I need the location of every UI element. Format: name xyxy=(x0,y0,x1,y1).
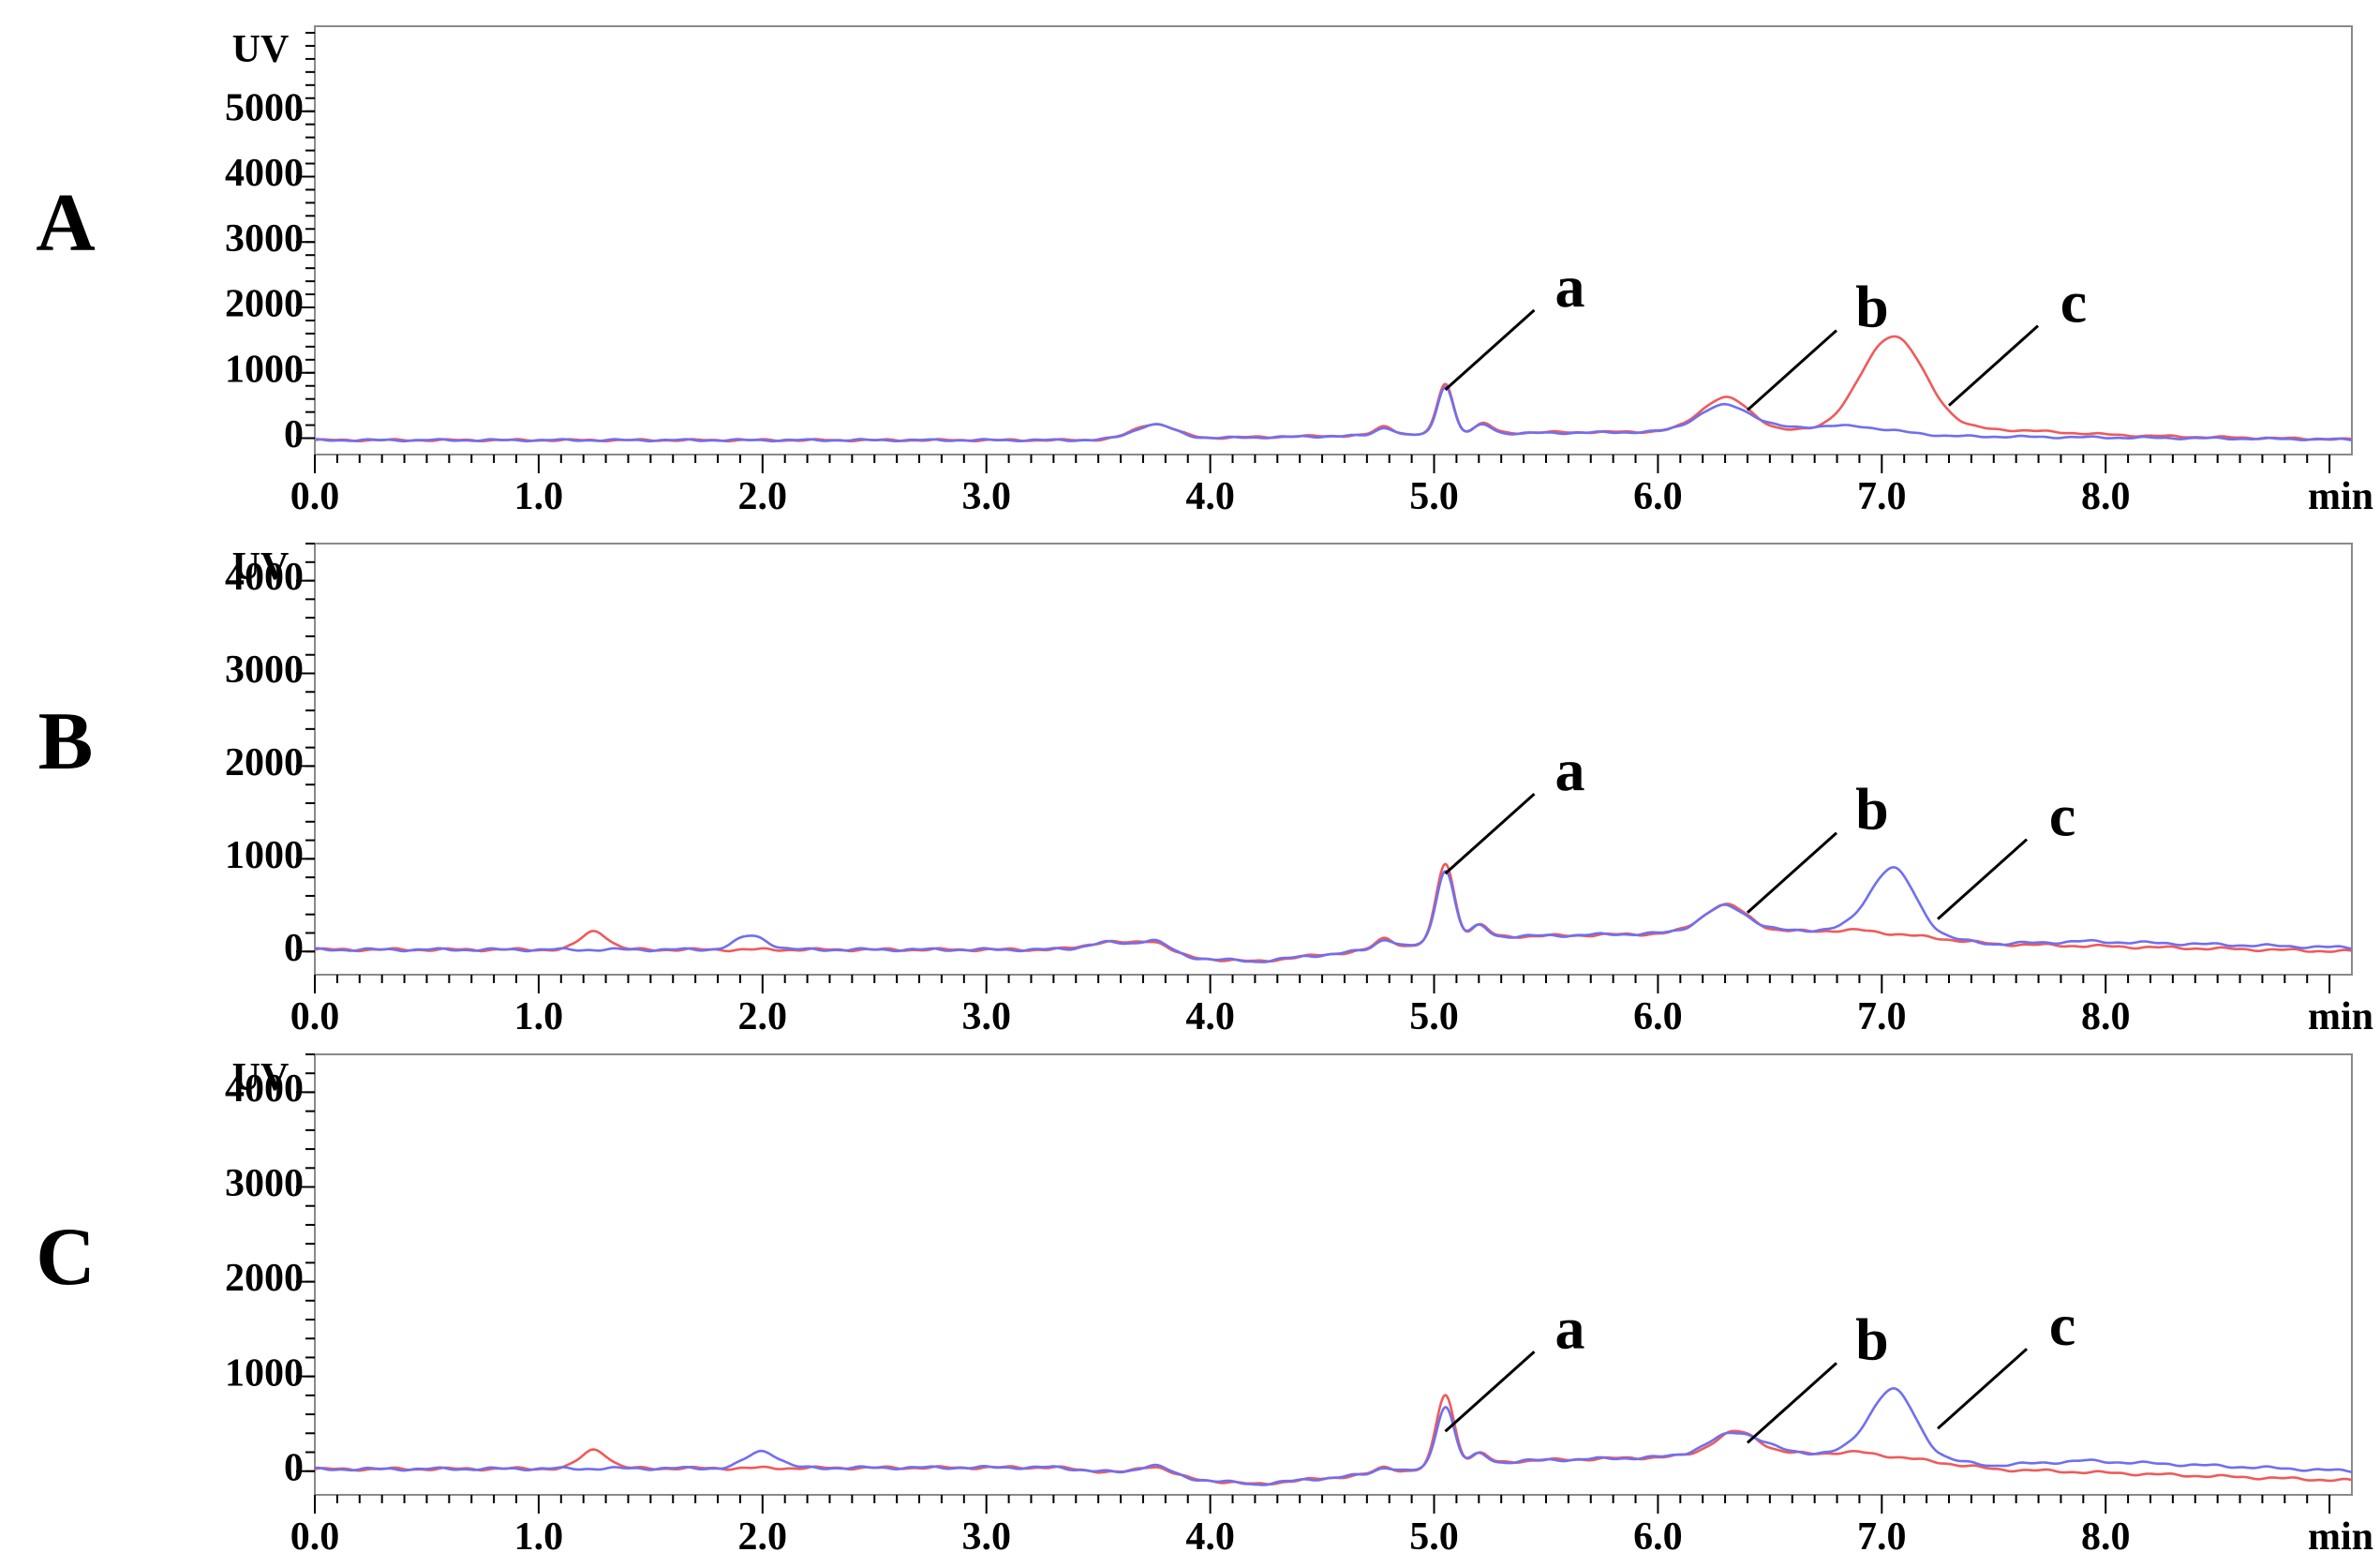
peak-label-c: c xyxy=(2049,783,2075,849)
y-axis-label: UV xyxy=(232,545,290,589)
x-tick-label: 6.0 xyxy=(1633,1515,1683,1559)
chart-panels: A UV 0 1000 2000 3000 4000 5000 0.0 1.0 2.0 3.0 4.0 5… xyxy=(36,25,2373,1559)
peak-label-b: b xyxy=(1855,776,1889,843)
y-tick-label: 1000 xyxy=(225,348,304,391)
y-tick-label: 3000 xyxy=(225,217,304,261)
peak-leader-line xyxy=(1746,1362,1837,1444)
peak-leader-line xyxy=(1947,324,2039,407)
y-tick-label: 4000 xyxy=(225,556,304,599)
x-axis-label: min xyxy=(2308,475,2373,518)
chromatogram-trace-1 xyxy=(314,862,2353,963)
y-tick-label: 2000 xyxy=(225,283,304,326)
x-tick-label: 1.0 xyxy=(514,1515,564,1559)
y-tick-label: 1000 xyxy=(225,1351,304,1395)
x-tick-label: 6.0 xyxy=(1633,995,1683,1038)
panel-b: B UV 0 1000 2000 3000 4000 0.0 1.0 2.0 3.0 4.0 5.0 6.… xyxy=(38,543,2373,1038)
chromatogram-trace-1 xyxy=(314,1394,2353,1486)
x-axis-label: min xyxy=(2308,995,2373,1038)
y-tick-label: 0 xyxy=(284,927,304,970)
x-tick-label: 4.0 xyxy=(1185,995,1235,1038)
peak-leader-line xyxy=(1937,1348,2029,1430)
x-tick-label: 7.0 xyxy=(1857,995,1907,1038)
x-tick-label: 7.0 xyxy=(1857,475,1907,518)
peak-leader-line xyxy=(1444,793,1536,875)
y-axis-label: UV xyxy=(232,28,290,71)
panel-label: B xyxy=(38,696,94,787)
y-tick-label: 2000 xyxy=(225,741,304,784)
panel-a: A UV 0 1000 2000 3000 4000 5000 0.0 1.0 2.0 3.0 4.0 5… xyxy=(36,25,2373,518)
chromatogram-trace-2 xyxy=(314,385,2353,443)
peak-label-a: a xyxy=(1554,253,1584,320)
chromatogram-trace-2 xyxy=(314,866,2353,963)
x-tick-label: 2.0 xyxy=(738,1515,788,1559)
x-tick-label: 0.0 xyxy=(290,995,340,1038)
x-tick-label: 8.0 xyxy=(2081,475,2131,518)
x-tick-label: 3.0 xyxy=(961,475,1011,518)
peak-label-a: a xyxy=(1554,1294,1584,1361)
x-tick-label: 6.0 xyxy=(1633,475,1683,518)
plot-frame xyxy=(314,1053,2353,1496)
peak-label-b: b xyxy=(1855,1306,1889,1372)
x-tick-label: 3.0 xyxy=(961,995,1011,1038)
y-axis-label: UV xyxy=(232,1056,290,1099)
x-tick-label: 1.0 xyxy=(514,995,564,1038)
panel-c: C UV 0 1000 2000 3000 4000 0.0 1.0 2.0 3.0 4.0 5.0 6.… xyxy=(36,1053,2373,1559)
y-tick-label: 4000 xyxy=(225,1067,304,1111)
peak-leader-line xyxy=(1746,831,1837,914)
y-tick-label: 1000 xyxy=(225,834,304,877)
y-tick-label: 0 xyxy=(284,1446,304,1489)
peak-leader-line xyxy=(1937,838,2029,920)
x-tick-label: 4.0 xyxy=(1185,1515,1235,1559)
x-tick-label: 4.0 xyxy=(1185,475,1235,518)
x-tick-label: 0.0 xyxy=(290,475,340,518)
x-tick-label: 5.0 xyxy=(1409,475,1459,518)
panel-label: C xyxy=(36,1212,96,1303)
peak-label-b: b xyxy=(1855,274,1889,340)
x-tick-label: 3.0 xyxy=(961,1515,1011,1559)
x-axis-label: min xyxy=(2308,1515,2373,1559)
chromatogram-trace-2 xyxy=(314,1387,2353,1486)
x-tick-label: 2.0 xyxy=(738,475,788,518)
x-tick-label: 7.0 xyxy=(1857,1515,1907,1559)
y-tick-label: 3000 xyxy=(225,649,304,692)
x-tick-label: 2.0 xyxy=(738,995,788,1038)
y-tick-label: 5000 xyxy=(225,86,304,129)
plot-frame xyxy=(314,25,2353,455)
plot-frame xyxy=(314,543,2353,976)
peak-label-c: c xyxy=(2049,1291,2075,1358)
x-tick-label: 0.0 xyxy=(290,1515,340,1559)
peak-label-a: a xyxy=(1554,737,1584,803)
x-tick-label: 1.0 xyxy=(514,475,564,518)
peak-leader-line xyxy=(1444,308,1536,392)
x-tick-label: 8.0 xyxy=(2081,1515,2131,1559)
y-tick-label: 4000 xyxy=(225,152,304,195)
panel-label: A xyxy=(36,178,96,269)
y-tick-label: 2000 xyxy=(225,1257,304,1300)
y-tick-label: 0 xyxy=(284,413,304,456)
peak-leader-line xyxy=(1746,329,1837,411)
x-tick-label: 8.0 xyxy=(2081,995,2131,1038)
y-tick-label: 3000 xyxy=(225,1162,304,1205)
peak-label-c: c xyxy=(2060,269,2087,336)
x-tick-label: 5.0 xyxy=(1409,1515,1459,1559)
chromatogram-trace-1 xyxy=(314,335,2353,443)
peak-leader-line xyxy=(1444,1351,1536,1433)
x-tick-label: 5.0 xyxy=(1409,995,1459,1038)
